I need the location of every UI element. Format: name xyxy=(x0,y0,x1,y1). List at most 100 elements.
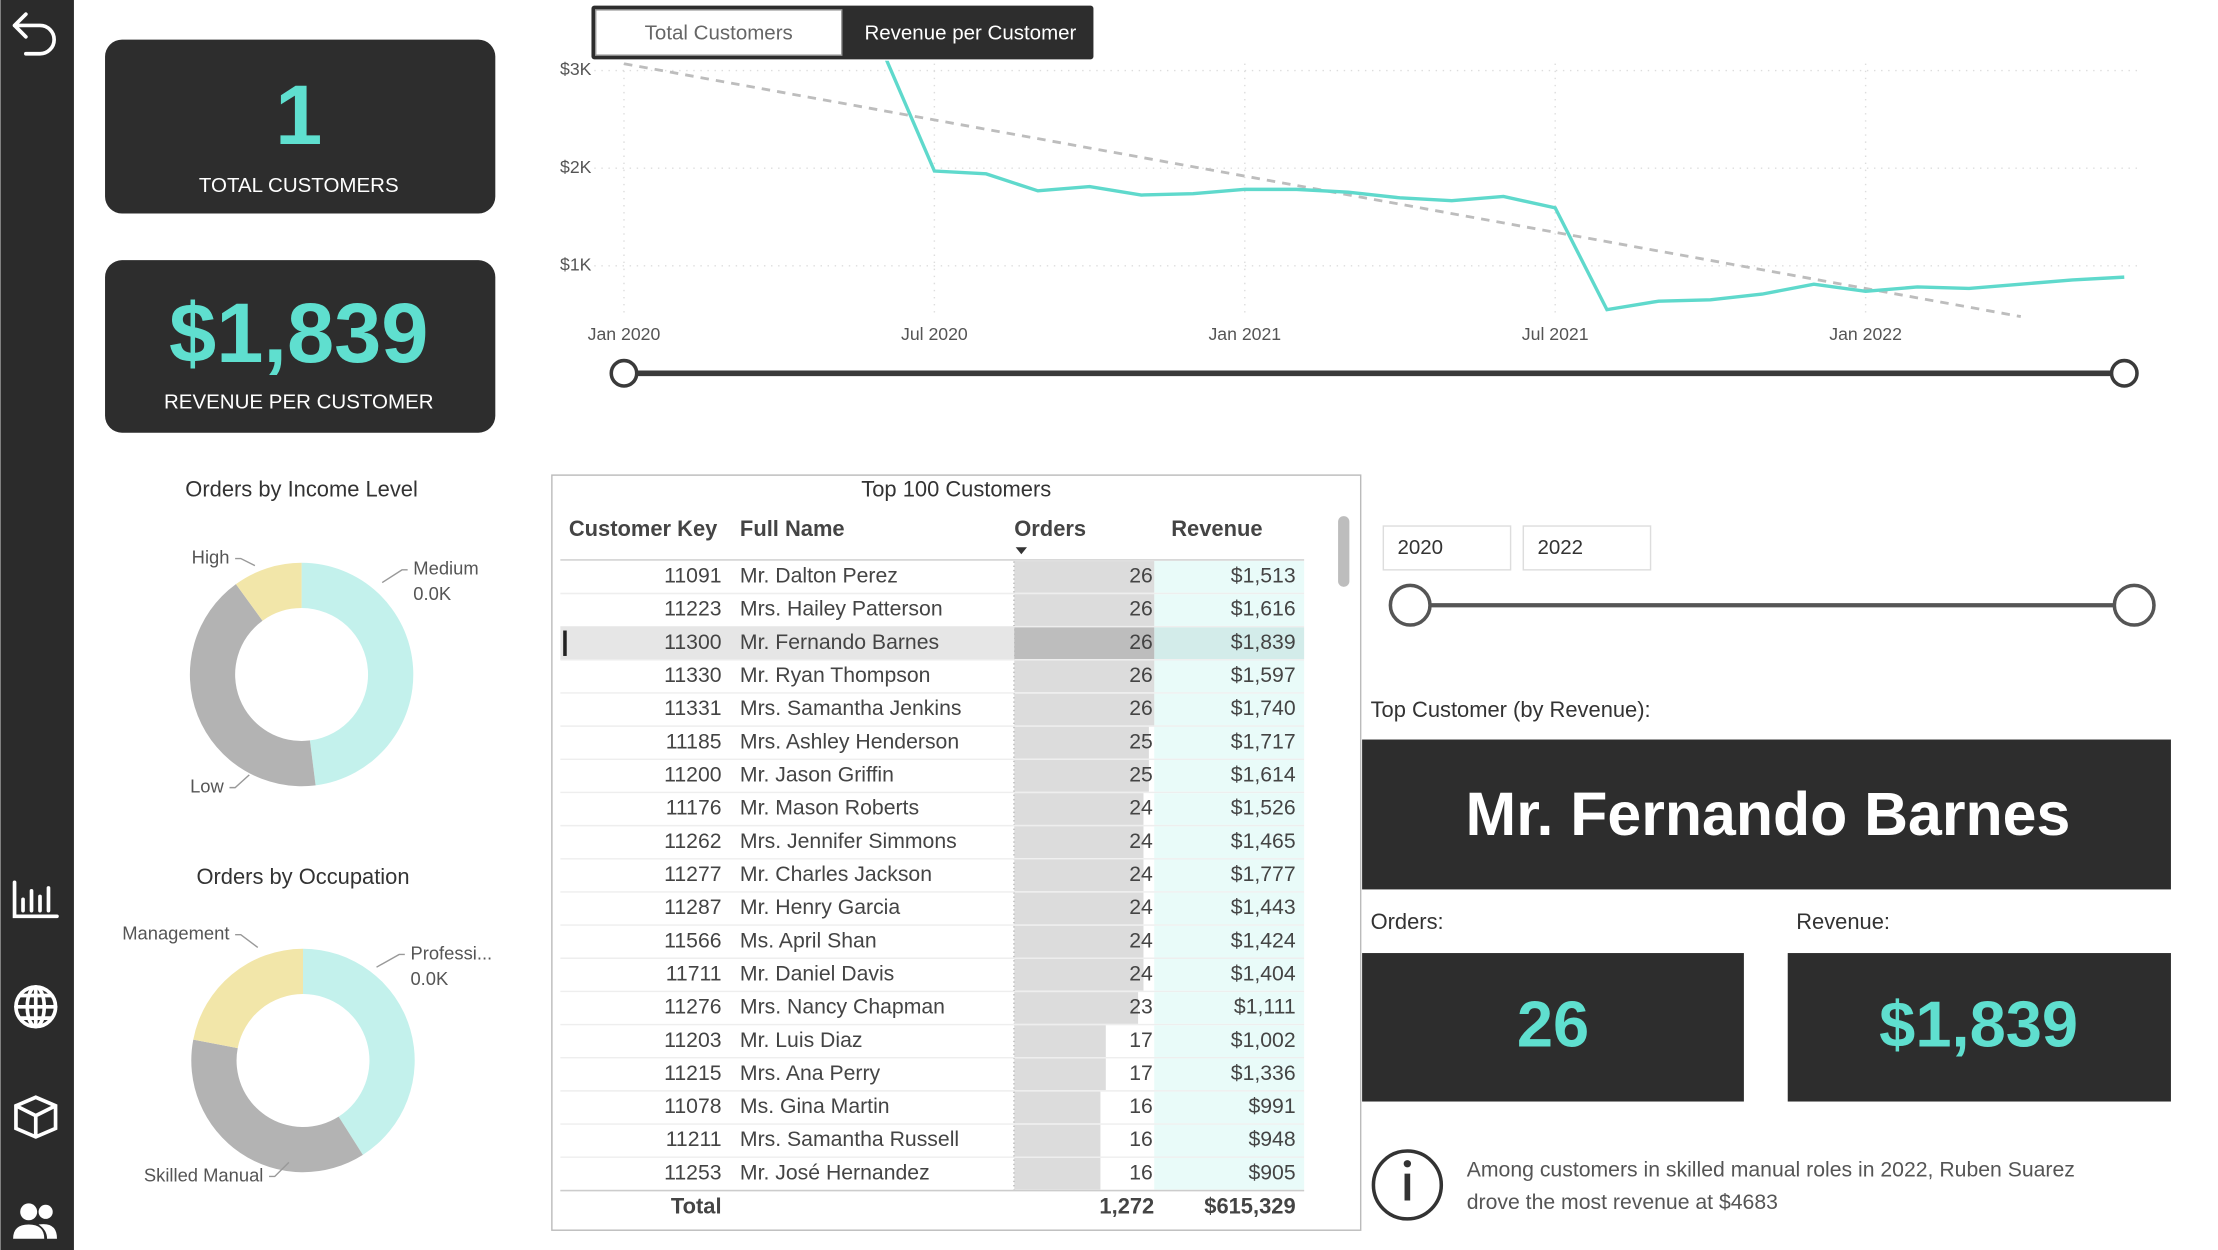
slicer-start[interactable]: 2020 xyxy=(1397,536,1443,559)
leader-line xyxy=(235,557,256,567)
kpi-label: TOTAL CUSTOMERS xyxy=(199,174,399,197)
column-header[interactable]: Orders xyxy=(1014,516,1086,541)
table-row[interactable]: 11711 Mr. Daniel Davis 24 $1,404 xyxy=(560,958,1305,993)
insight-text: drove the most revenue at $4683 xyxy=(1467,1191,1778,1214)
customer-key: 11277 xyxy=(664,863,721,886)
table-row[interactable]: 11185 Mrs. Ashley Henderson 25 $1,717 xyxy=(560,726,1305,761)
orders-bar xyxy=(1014,627,1155,660)
x-tick-label: Jul 2021 xyxy=(1522,324,1589,344)
back-icon[interactable] xyxy=(12,12,56,56)
slicer-box[interactable] xyxy=(1522,525,1652,571)
orders-bar xyxy=(1014,693,1155,726)
revenue: $1,111 xyxy=(1234,996,1296,1019)
globe-icon[interactable] xyxy=(14,985,58,1029)
full-name: Ms. Gina Martin xyxy=(740,1095,890,1118)
slicer-handle[interactable] xyxy=(1388,583,1432,627)
full-name: Mr. Jason Griffin xyxy=(740,763,894,786)
customer-key: 11253 xyxy=(664,1161,721,1184)
table-row[interactable]: 11566 Ms. April Shan 24 $1,424 xyxy=(560,925,1305,959)
full-name: Mr. Daniel Davis xyxy=(740,962,894,985)
table-row[interactable]: 11276 Mrs. Nancy Chapman 23 $1,111 xyxy=(560,992,1305,1026)
toggle-label[interactable]: Total Customers xyxy=(645,21,793,44)
orders: 24 xyxy=(1129,896,1153,919)
orders-bar xyxy=(1014,660,1155,693)
revenue: $1,777 xyxy=(1231,863,1296,886)
full-name: Mrs. Samantha Russell xyxy=(740,1128,959,1151)
customer-key: 11211 xyxy=(666,1128,722,1151)
revenue: $1,513 xyxy=(1231,565,1296,588)
row-marker xyxy=(563,630,567,656)
table-row[interactable]: 11300 Mr. Fernando Barnes 26 $1,839 xyxy=(560,626,1305,661)
orders-bar xyxy=(1014,726,1149,759)
revenue-cell-bg xyxy=(1154,1157,1305,1190)
revenue-cell-bg xyxy=(1154,793,1305,825)
toggle-option[interactable] xyxy=(595,9,843,56)
table-row[interactable]: 11215 Mrs. Ana Perry 17 $1,336 xyxy=(560,1058,1305,1092)
full-name: Mrs. Ana Perry xyxy=(740,1062,881,1085)
table-row[interactable]: 11176 Mr. Mason Roberts 24 $1,526 xyxy=(560,793,1305,827)
orders: 25 xyxy=(1129,763,1153,786)
orders-bar xyxy=(1014,1025,1106,1058)
people-icon[interactable] xyxy=(13,1203,57,1239)
y-tick-label: $1K xyxy=(560,254,592,274)
kpi-value: $1,839 xyxy=(169,285,428,380)
orders: 25 xyxy=(1129,730,1153,753)
slicer-handle[interactable] xyxy=(2112,583,2156,627)
customer-key: 11091 xyxy=(664,565,721,588)
top-customer-heading: Top Customer (by Revenue): xyxy=(1371,697,1651,722)
customer-key: 11200 xyxy=(664,763,721,786)
column-header[interactable]: Full Name xyxy=(740,516,845,541)
revenue-cell-bg xyxy=(1154,1025,1305,1058)
table-row[interactable]: 11287 Mr. Henry Garcia 24 $1,443 xyxy=(560,892,1305,926)
table-row[interactable]: 11331 Mrs. Samantha Jenkins 26 $1,740 xyxy=(560,693,1305,727)
slicer-end[interactable]: 2022 xyxy=(1537,536,1583,559)
slider-handle[interactable] xyxy=(2109,358,2139,388)
orders-bar xyxy=(1014,793,1144,825)
table-row[interactable]: 11277 Mr. Charles Jackson 24 $1,777 xyxy=(560,859,1305,893)
column-header[interactable]: Revenue xyxy=(1171,516,1262,541)
sort-indicator xyxy=(1015,547,1027,555)
table-row[interactable]: 11223 Mrs. Hailey Patterson 26 $1,616 xyxy=(560,594,1305,628)
revenue: $1,614 xyxy=(1231,763,1296,786)
full-name: Mrs. Hailey Patterson xyxy=(740,598,943,621)
customer-key: 11287 xyxy=(664,896,721,919)
toggle-label[interactable]: Revenue per Customer xyxy=(864,21,1076,44)
row-highlight xyxy=(560,626,1015,660)
full-name: Mr. Dalton Perez xyxy=(740,565,898,588)
table-row[interactable]: 11203 Mr. Luis Diaz 17 $1,002 xyxy=(560,1025,1305,1059)
scrollbar[interactable] xyxy=(1338,516,1350,587)
orders-bar xyxy=(1014,925,1144,958)
orders-bar xyxy=(1014,958,1144,991)
revenue-heading: Revenue: xyxy=(1796,909,1890,934)
column-header[interactable]: Customer Key xyxy=(569,516,718,541)
donut-slice xyxy=(235,562,302,621)
table-row[interactable]: 11091 Mr. Dalton Perez 26 $1,513 xyxy=(560,561,1305,595)
table-row[interactable]: 11262 Mrs. Jennifer Simmons 24 $1,465 xyxy=(560,826,1305,860)
table-row[interactable]: 11200 Mr. Jason Griffin 25 $1,614 xyxy=(560,760,1305,794)
orders: 17 xyxy=(1129,1062,1153,1085)
insight-text: Among customers in skilled manual roles … xyxy=(1467,1158,2075,1181)
table-row[interactable]: 11078 Ms. Gina Martin 16 $991 xyxy=(560,1091,1305,1125)
orders: 16 xyxy=(1129,1128,1153,1151)
kpi-card xyxy=(105,39,496,214)
orders: 16 xyxy=(1129,1095,1153,1118)
revenue: $1,839 xyxy=(1231,631,1296,654)
orders-value: 26 xyxy=(1517,988,1589,1061)
revenue: $1,404 xyxy=(1231,962,1296,985)
revenue-cell-bg xyxy=(1154,1124,1305,1157)
total-orders: 1,272 xyxy=(1099,1193,1154,1218)
table-row[interactable]: 11211 Mrs. Samantha Russell 16 $948 xyxy=(560,1124,1305,1158)
revenue: $948 xyxy=(1248,1128,1295,1151)
report-icon[interactable] xyxy=(12,880,59,919)
table-row[interactable]: 11330 Mr. Ryan Thompson 26 $1,597 xyxy=(560,660,1305,694)
slider-handle[interactable] xyxy=(609,358,639,388)
slicer-box[interactable] xyxy=(1382,525,1512,571)
revenue: $1,465 xyxy=(1231,830,1296,853)
orders: 24 xyxy=(1129,830,1153,853)
box-icon[interactable] xyxy=(14,1095,58,1139)
info-icon xyxy=(1371,1149,1444,1221)
revenue: $1,740 xyxy=(1231,697,1296,720)
revenue: $1,424 xyxy=(1231,929,1296,952)
line-chart: $1K $2K $3K Jan 2020 Jul 2020 Jan 2021 Jul 202… xyxy=(560,59,2143,344)
